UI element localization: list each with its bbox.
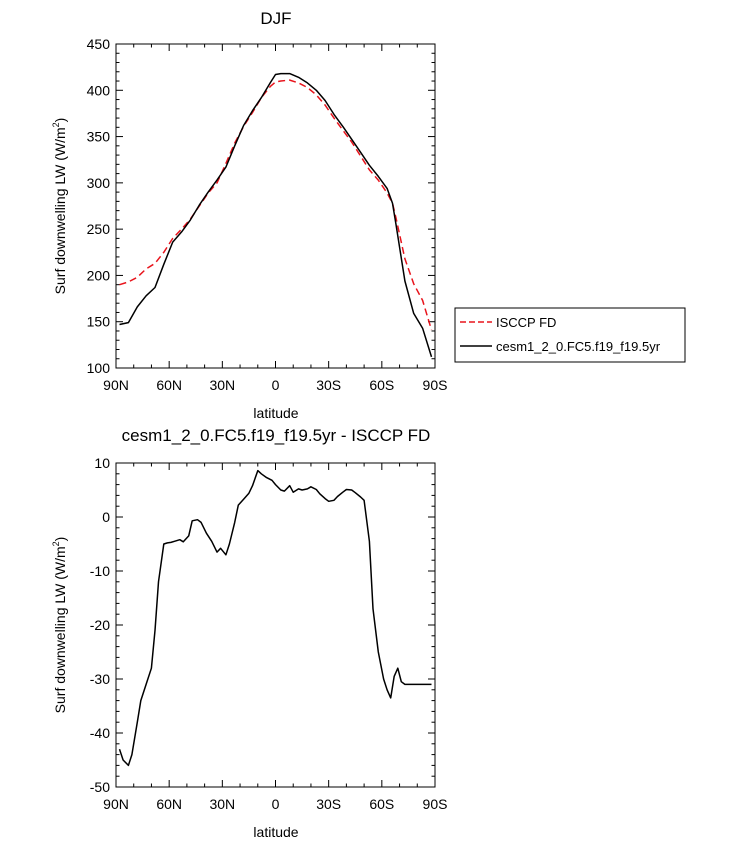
bottom-y-axis-title: Surf downwelling LW (W/m2): [51, 537, 68, 714]
top-x-tick-label: 60S: [369, 377, 394, 393]
top-y-axis-units-exp: 2: [51, 122, 61, 127]
bottom-x-tick-label: 30S: [316, 796, 341, 812]
top-panel: DJF 90N 60N 30N 0 30S 60S 90S 100 150 200 250 300 3…: [51, 9, 447, 421]
top-y-tick-label: 250: [87, 221, 111, 237]
bottom-y-tick-label: 0: [102, 509, 110, 525]
top-x-tick-label: 30N: [209, 377, 235, 393]
legend-label-cesm: cesm1_2_0.FC5.f19_f19.5yr: [496, 339, 661, 354]
bottom-series-line-difference: [118, 469, 432, 767]
top-x-tick-label: 0: [272, 377, 280, 393]
top-y-axis: 100 150 200 250 300 350 400 450: [87, 36, 435, 376]
bottom-plot-frame: [115, 462, 436, 788]
bottom-x-tick-label: 90N: [103, 796, 129, 812]
bottom-y-tick-label: -10: [90, 563, 110, 579]
bottom-y-axis: -50 -40 -30 -20 -10 0 10: [90, 455, 435, 795]
bottom-x-tick-label: 30N: [209, 796, 235, 812]
bottom-x-axis: 90N 60N 30N 0 30S 60S 90S: [103, 463, 447, 812]
top-y-tick-label: 300: [87, 175, 111, 191]
legend-box: [454, 307, 686, 363]
bottom-x-tick-label: 60S: [369, 796, 394, 812]
top-plot-frame: [115, 43, 436, 369]
bottom-y-axis-title-main: Surf downwelling LW: [52, 583, 68, 713]
top-y-tick-label: 100: [87, 360, 111, 376]
bottom-x-tick-label: 0: [272, 796, 280, 812]
bottom-y-axis-units: (W/m: [52, 546, 68, 579]
top-series-line-cesm: [119, 72, 433, 358]
bottom-y-tick-label: -50: [90, 779, 110, 795]
bottom-y-tick-label: 10: [94, 455, 110, 471]
top-x-axis-title: latitude: [253, 405, 298, 421]
top-y-tick-label: 150: [87, 314, 111, 330]
top-y-tick-label: 400: [87, 82, 111, 98]
bottom-x-axis-title: latitude: [253, 824, 298, 840]
top-x-tick-label: 90N: [103, 377, 129, 393]
legend: ISCCP FD cesm1_2_0.FC5.f19_f19.5yr: [454, 307, 686, 363]
bottom-series-group: [118, 469, 432, 767]
top-series-group: [119, 72, 433, 358]
top-y-axis-units-close: ): [52, 118, 68, 123]
top-y-tick-label: 450: [87, 36, 111, 52]
top-x-tick-label: 60N: [156, 377, 182, 393]
top-x-axis: 90N 60N 30N 0 30S 60S 90S: [103, 44, 447, 393]
bottom-panel: cesm1_2_0.FC5.f19_f19.5yr - ISCCP FD 90N…: [51, 426, 447, 840]
bottom-panel-title: cesm1_2_0.FC5.f19_f19.5yr - ISCCP FD: [122, 426, 431, 445]
top-y-axis-units: (W/m: [52, 127, 68, 160]
top-x-tick-label: 90S: [423, 377, 448, 393]
top-x-tick-label: 30S: [316, 377, 341, 393]
bottom-y-axis-units-close: ): [52, 537, 68, 542]
bottom-y-tick-label: -30: [90, 671, 110, 687]
bottom-y-tick-label: -20: [90, 617, 110, 633]
legend-label-isccp: ISCCP FD: [496, 315, 556, 330]
bottom-y-axis-units-exp: 2: [51, 541, 61, 546]
top-series-line-isccp: [119, 79, 433, 331]
top-y-axis-title: Surf downwelling LW (W/m2): [51, 118, 68, 295]
bottom-y-tick-label: -40: [90, 725, 110, 741]
top-panel-title: DJF: [260, 9, 291, 28]
top-y-tick-label: 200: [87, 267, 111, 283]
top-y-tick-label: 350: [87, 129, 111, 145]
bottom-x-tick-label: 90S: [423, 796, 448, 812]
bottom-x-tick-label: 60N: [156, 796, 182, 812]
top-y-axis-title-main: Surf downwelling LW: [52, 164, 68, 294]
